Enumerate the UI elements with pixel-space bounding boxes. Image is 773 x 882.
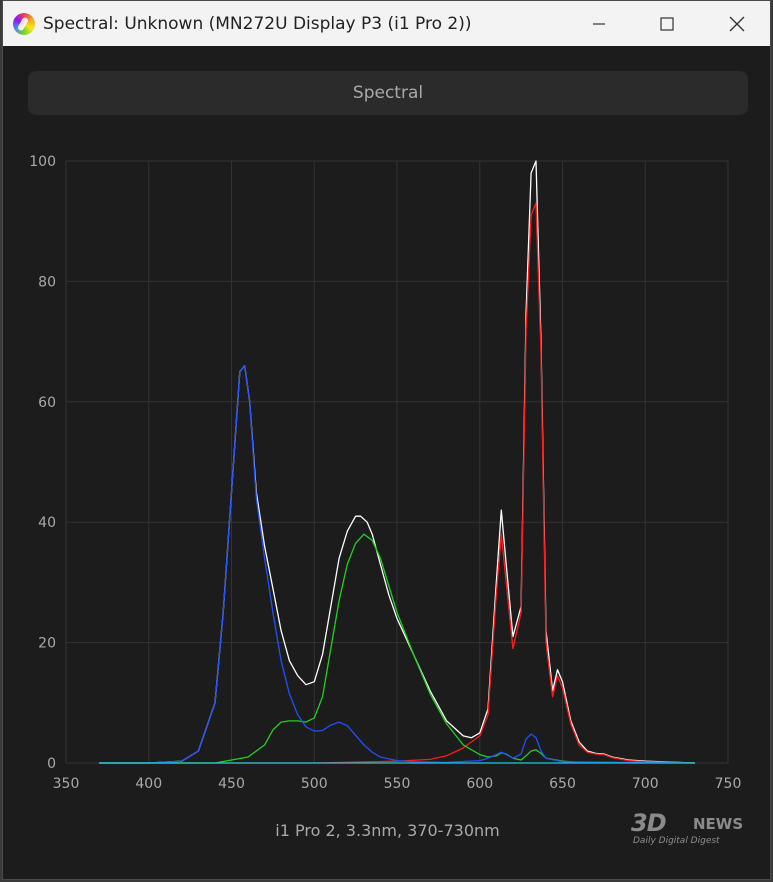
x-tick-label: 350 <box>53 776 80 792</box>
y-tick-label: 40 <box>38 515 56 531</box>
series-line-blue <box>99 365 695 764</box>
watermark-news: NEWS <box>693 815 744 833</box>
series-line-red <box>99 202 695 764</box>
watermark-logo: 3D NEWS Daily Digital Digest <box>631 809 756 849</box>
x-tick-label: 550 <box>384 776 411 792</box>
window-title: Spectral: Unknown (MN272U Display P3 (i1… <box>43 13 472 34</box>
spectral-chart-svg: 350 400 450 500 550 600 650 700 750 0 20 40 60 80 100 <box>29 154 742 792</box>
y-tick-label: 0 <box>47 756 56 772</box>
spectral-chart: 350 400 450 500 550 600 650 700 750 0 20 40 60 80 100 <box>3 141 772 811</box>
watermark-tagline: Daily Digital Digest <box>633 836 720 846</box>
y-tick-label: 60 <box>38 395 56 411</box>
y-tick-label: 20 <box>38 636 56 652</box>
maximize-icon <box>660 16 674 31</box>
y-tick-label: 80 <box>38 274 56 290</box>
app-logo-icon <box>13 12 35 35</box>
minimize-button[interactable] <box>564 1 634 46</box>
y-tick-label: 100 <box>29 154 56 170</box>
series-line-green <box>99 533 695 764</box>
x-tick-label: 650 <box>549 776 576 792</box>
chart-caption: i1 Pro 2, 3.3nm, 370-730nm <box>275 821 500 840</box>
x-tick-label: 450 <box>218 776 245 792</box>
x-tick-label: 700 <box>632 776 659 792</box>
maximize-button[interactable] <box>632 1 702 46</box>
watermark-3d: 3D <box>631 809 667 837</box>
minimize-icon <box>593 22 605 25</box>
x-tick-label: 500 <box>301 776 328 792</box>
spectral-header-button[interactable]: Spectral <box>28 71 748 115</box>
close-button[interactable] <box>702 1 772 46</box>
x-tick-label: 600 <box>466 776 493 792</box>
x-tick-label: 750 <box>715 776 742 792</box>
title-bar[interactable]: Spectral: Unknown (MN272U Display P3 (i1… <box>3 1 770 46</box>
x-tick-label: 400 <box>135 776 162 792</box>
close-icon <box>729 16 745 31</box>
